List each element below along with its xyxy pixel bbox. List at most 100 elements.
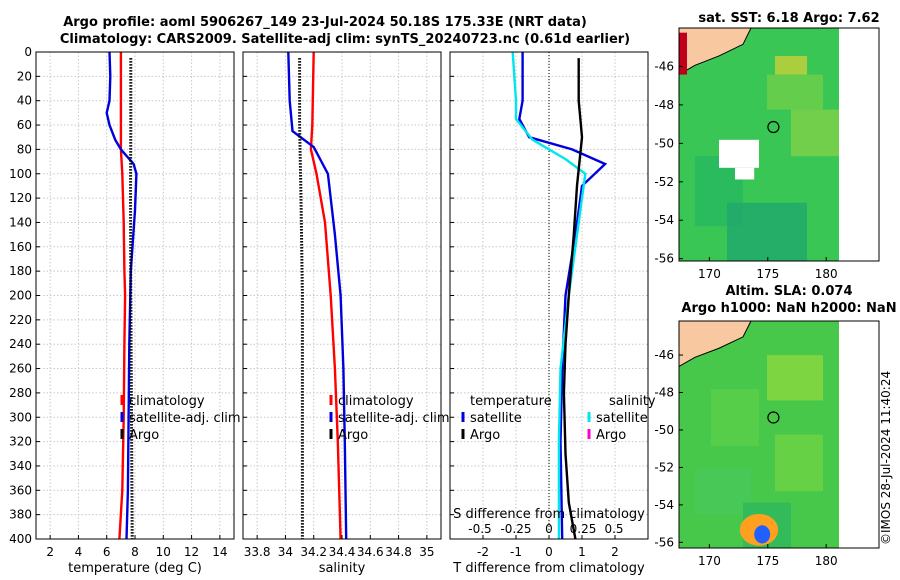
x-tick-label: 2 [611,545,619,559]
panel-frame [242,51,442,540]
map-patch [767,355,823,401]
argo-location-marker [767,411,780,424]
legend-title-salinity: salinity [609,394,656,409]
map-patch [711,389,759,446]
legend-entry: satellite [470,411,522,426]
map-y-tick-label: -56 [654,535,674,549]
top-tick-label: -0.25 [500,522,531,536]
x-tick-label: 35 [419,545,434,559]
x-tick-label: 34 [278,545,293,559]
panel-difference: -2 -1 0 1 2 T difference from climatology temp… [449,51,656,576]
y-tick-label: 320 [9,435,32,449]
top-tick-label: 0.5 [604,522,623,536]
map-frame [678,27,880,262]
y-tick-label: 200 [9,289,32,303]
x-tick-label: -1 [510,545,522,559]
map-patch [767,74,823,110]
y-tick-label: 40 [17,94,32,108]
cloud-gap [719,139,759,168]
y-tick-label: 260 [9,362,32,376]
map-map_sst: sat. SST: 6.18 Argo: 7.62 -46 -48 -50 -52 -54… [654,11,879,281]
panel-frame [449,51,649,540]
top-tick-label: 0 [545,522,553,536]
x-axis-label: T difference from climatology [452,561,645,576]
legend-entry: climatology [129,394,205,409]
map-y-tick-label: -50 [654,136,674,150]
map-y-tick-label: -52 [654,175,674,189]
x-tick-label: 1 [578,545,586,559]
x-tick-label: 4 [75,545,83,559]
y-tick-label: 20 [17,69,32,83]
cloud-gap [735,167,755,180]
y-tick-label: 300 [9,410,32,424]
y-tick-label: 0 [24,45,32,59]
legend-entry: Argo [129,428,159,443]
legend-entry: Argo [596,428,626,443]
map-x-tick-label: 175 [756,267,779,281]
x-tick-label: 14 [212,545,227,559]
map-x-tick-label: 170 [698,554,721,568]
y-tick-label: 400 [9,532,32,546]
series-satellite-adj-clim [287,51,348,540]
x-tick-label: 34.8 [385,545,412,559]
series-climatology [309,51,342,540]
x-tick-label: 6 [103,545,111,559]
map-x-tick-label: 180 [815,267,838,281]
y-tick-label: 340 [9,459,32,473]
x-tick-label: 34.2 [300,545,327,559]
y-tick-label: 360 [9,483,32,497]
x-tick-label: 12 [184,545,199,559]
panel-frame [35,51,235,540]
map-y-tick-label: -48 [654,386,674,400]
sla-low-patch [754,525,771,544]
y-tick-label: 100 [9,167,32,181]
series-satellite-adj-clim [105,51,138,540]
x-tick-label: 34.6 [357,545,384,559]
map-patch [695,468,751,514]
figure-title-line1: Argo profile: aoml 5906267_149 23-Jul-20… [63,15,587,30]
y-tick-label: 180 [9,264,32,278]
map-y-tick-label: -52 [654,460,674,474]
map-y-tick-label: -50 [654,423,674,437]
map-nodata-strip [839,28,879,261]
map-patch [775,434,823,492]
x-tick-label: -2 [477,545,489,559]
map-title: Altim. SLA: 0.074 [726,284,853,299]
map-y-tick-label: -46 [654,348,674,362]
map-y-tick-label: -48 [654,98,674,112]
y-tick-label: 160 [9,240,32,254]
map-y-tick-label: -46 [654,59,674,73]
panel-temperature: 2 4 6 8 10 12 14020406080100120140160180200220… [9,45,241,576]
series-s-satellite [511,51,587,539]
y-tick-label: 60 [17,118,32,132]
map-nodata-strip [839,321,879,548]
legend-title-temperature: temperature [470,394,552,409]
legend-entry: satellite [596,411,648,426]
map-map_sla: Altim. SLA: 0.074 Argo h1000: NaN h2000: … [654,284,896,568]
top-axis-label: S difference from climatology [453,507,645,522]
legend-entry: satellite-adj. clim [338,411,450,426]
y-tick-label: 120 [9,191,32,205]
x-axis-label: salinity [319,561,366,576]
y-tick-label: 220 [9,313,32,327]
series-t-argo [562,58,584,540]
series-argo [298,58,304,539]
x-tick-label: 0 [545,545,553,559]
y-tick-label: 380 [9,508,32,522]
x-tick-label: 2 [46,545,54,559]
x-tick-label: 34.4 [329,545,356,559]
map-y-tick-label: -54 [654,498,674,512]
panel-salinity: 33.8 34 34.2 34.4 34.6 34.8 35 salinity climatol… [242,51,450,576]
x-axis-label: temperature (deg C) [68,561,202,576]
y-tick-label: 80 [17,142,32,156]
figure-title-line2: Climatology: CARS2009. Satellite-adj cli… [59,32,631,47]
y-tick-label: 280 [9,386,32,400]
map-y-tick-label: -56 [654,252,674,266]
map-frame [678,320,880,549]
series-argo [128,58,134,540]
x-tick-label: 10 [156,545,171,559]
argo-location-marker [767,120,780,134]
legend-entry: Argo [470,428,500,443]
warm-coastal-water [679,32,687,75]
